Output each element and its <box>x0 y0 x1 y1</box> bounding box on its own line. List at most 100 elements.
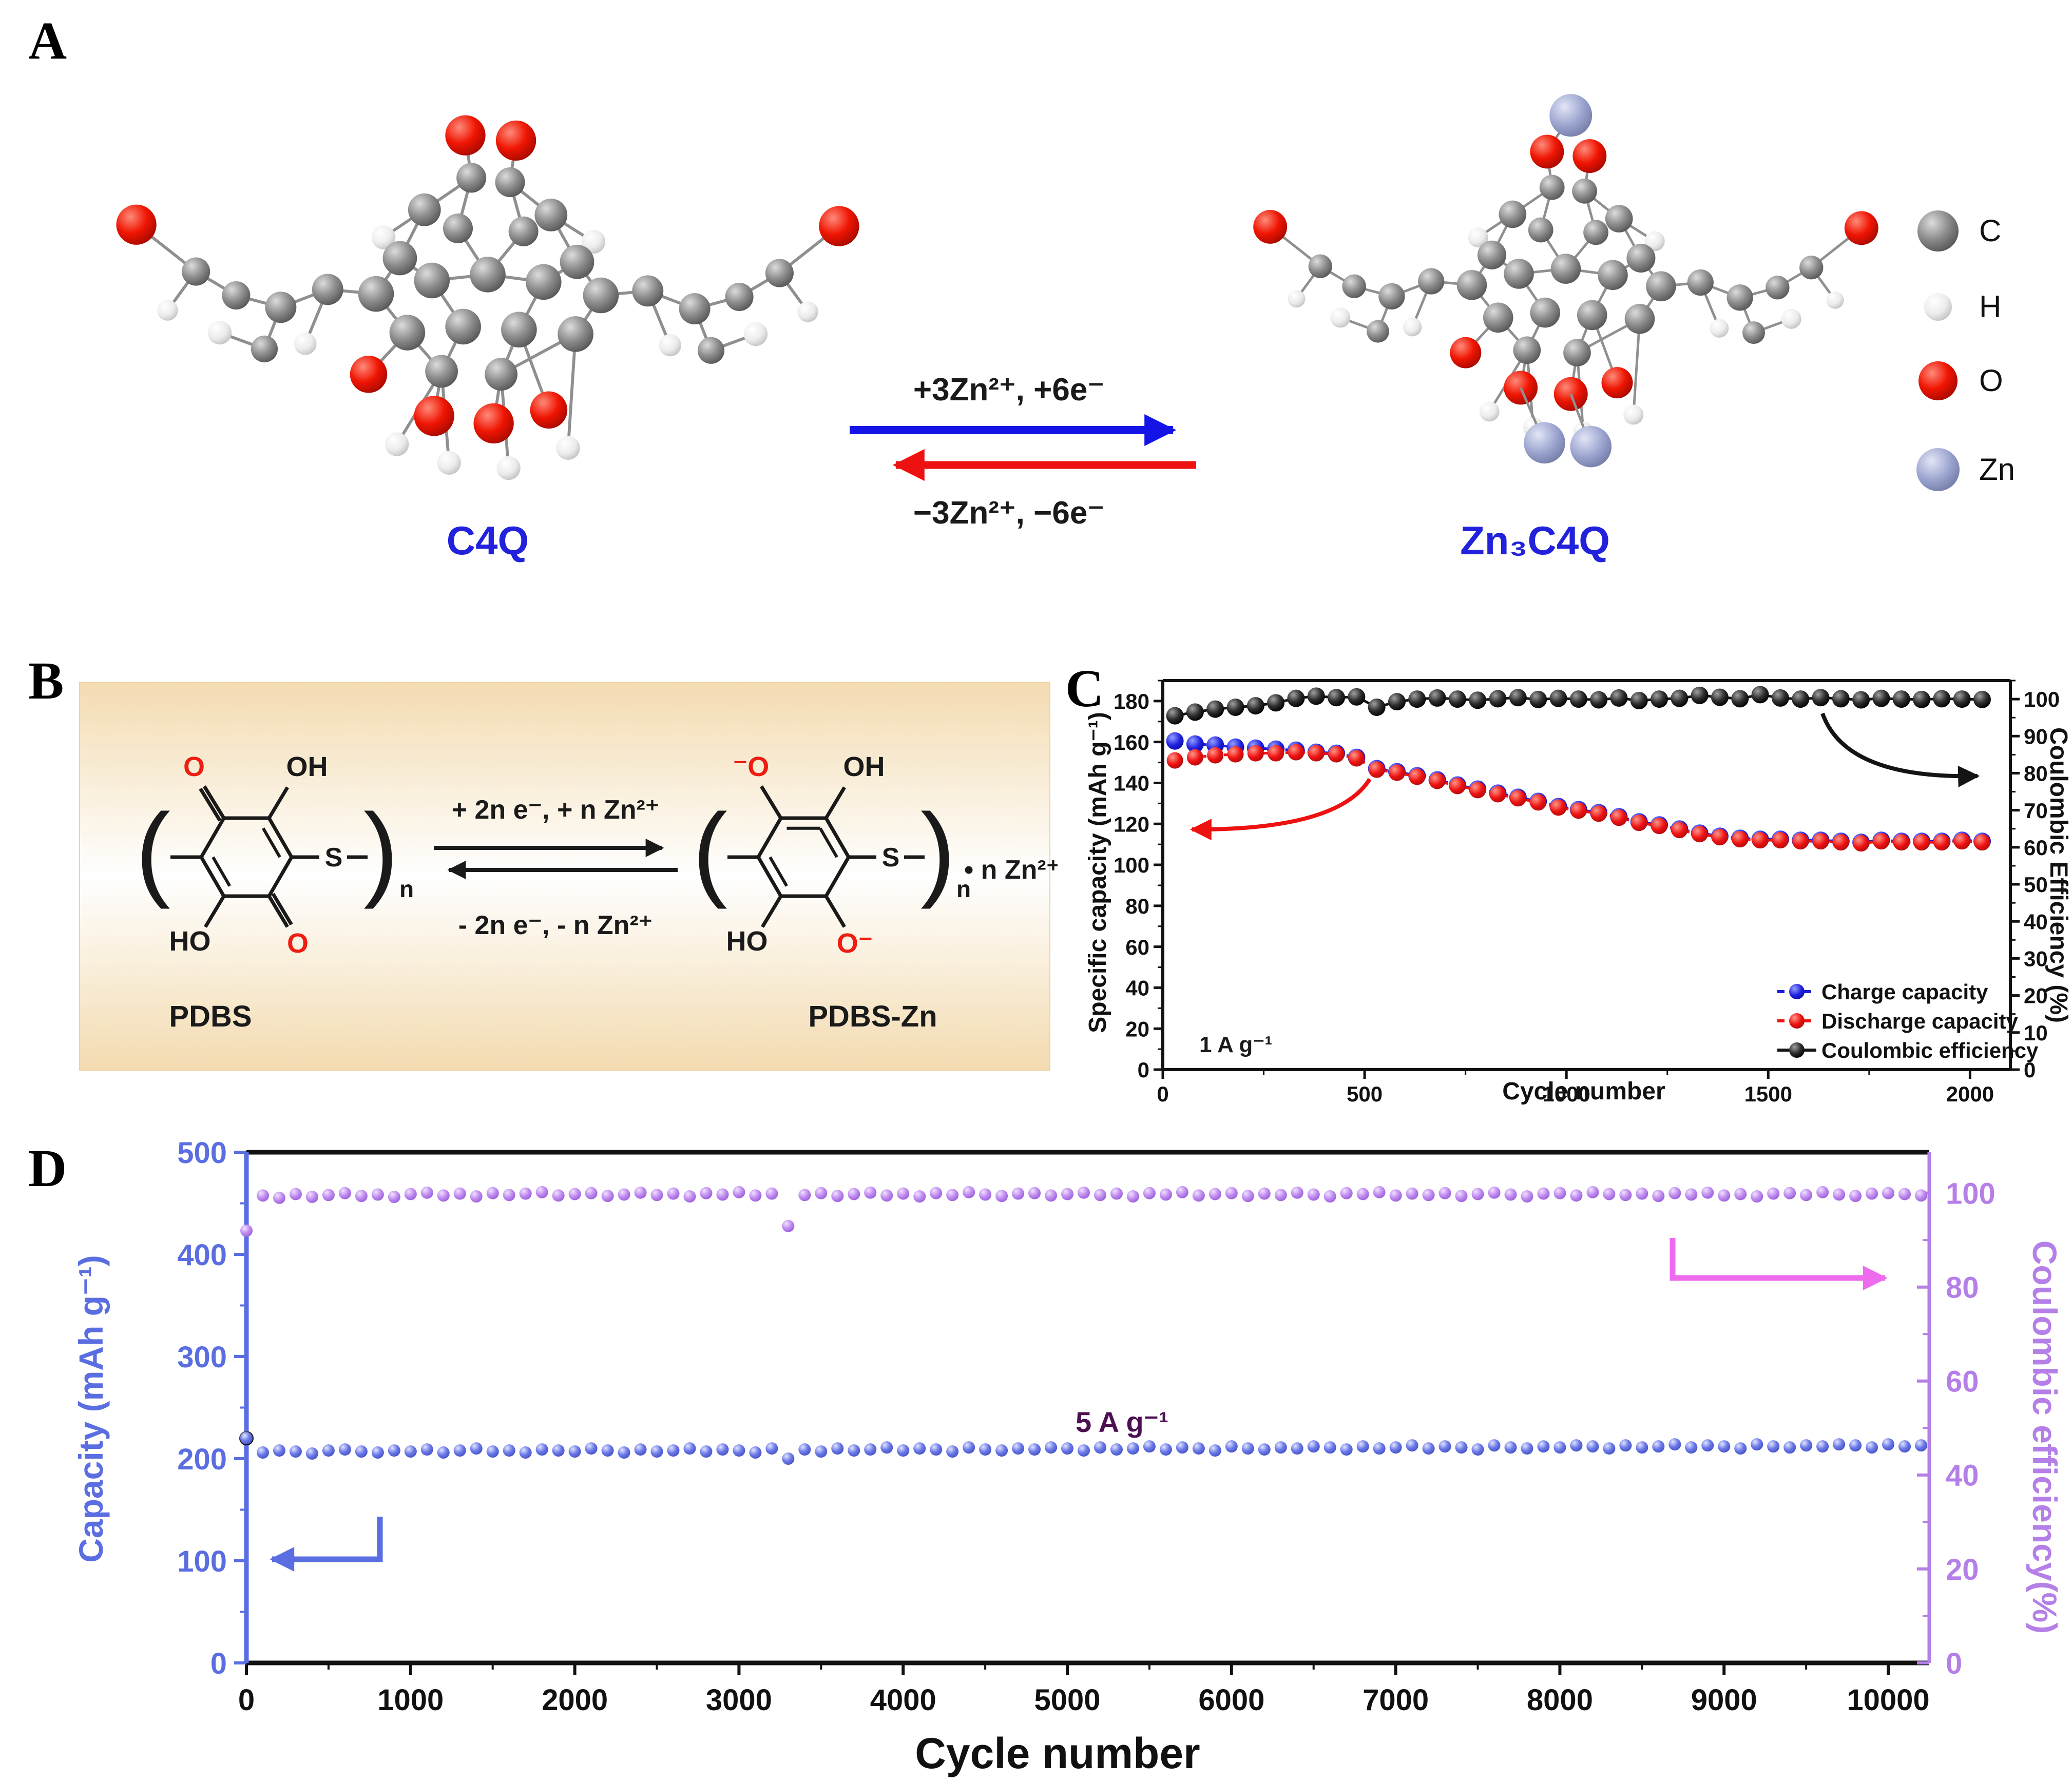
c-atom <box>1483 302 1513 333</box>
y-right-tick-label: 100 <box>1946 1177 1996 1211</box>
bracket-close: ) <box>363 792 398 909</box>
c-atom <box>534 199 568 231</box>
structure-atom-label: O⁻ <box>837 928 873 959</box>
y-right-tick-label: 80 <box>2024 762 2048 786</box>
structure-atom-label: n <box>956 876 971 902</box>
structure-atom-label: ⁻O <box>733 751 770 782</box>
h-atom <box>385 432 409 456</box>
panel-d-series-coulombic-efficiency <box>240 1186 1928 1237</box>
h-legend-icon <box>1924 293 1952 321</box>
efficiency-axis-arrow-d <box>1670 1238 1888 1290</box>
c-atom <box>725 282 754 311</box>
y-right-tick-label: 100 <box>2024 687 2060 711</box>
c-atom <box>1418 268 1445 295</box>
c-atom <box>1513 336 1541 364</box>
atom-legend-item-o: O <box>1918 361 2003 400</box>
c-atom <box>182 257 210 286</box>
structure-atom-label: O <box>183 751 205 782</box>
zn-atom <box>1524 422 1565 464</box>
panel-c-series-coulombic-efficiency <box>1166 686 1991 725</box>
structure-atom-label: OH <box>843 751 885 782</box>
c-atom <box>408 193 441 226</box>
c-atom <box>1577 300 1607 331</box>
x-tick-label: 1000 <box>1542 1082 1590 1106</box>
h-atom <box>157 300 178 321</box>
c-atom <box>265 292 297 323</box>
structure-atom-label: OH <box>286 751 328 782</box>
y-right-tick-label: 40 <box>2024 909 2048 934</box>
h-atom <box>659 334 681 357</box>
h-atom <box>743 322 768 346</box>
y-left-tick-label: 60 <box>1125 935 1149 959</box>
h-atom <box>371 225 396 249</box>
x-tick-label: 6000 <box>1198 1683 1264 1717</box>
h-atom <box>1644 231 1665 251</box>
h-atom <box>1781 308 1801 329</box>
y-right-tick-label: 10 <box>2024 1021 2048 1045</box>
y-left-tick-label: 80 <box>1125 894 1149 918</box>
o-atom <box>116 204 157 245</box>
c-legend-icon <box>1917 210 1959 251</box>
c-atom <box>1539 175 1565 200</box>
legend-item: Charge capacity <box>1777 980 1988 1004</box>
c-atom <box>456 163 487 193</box>
y-left-tick-label: 0 <box>210 1647 227 1680</box>
c-atom <box>443 214 473 243</box>
bracket-open: ( <box>693 792 727 909</box>
x-tick-label: 1000 <box>377 1683 444 1717</box>
x-tick-label: 8000 <box>1527 1683 1593 1717</box>
atom-legend-label: H <box>1979 289 2001 324</box>
c-atom <box>501 312 537 347</box>
y-left-tick-label: 200 <box>177 1443 227 1476</box>
panel-c-chart-canvas: 0 500 1000 1500 2000020406080100120140160180… <box>1084 679 2072 1106</box>
pdbs-zn-label: PDBS-Zn <box>808 1000 937 1033</box>
panel-d-right-axis: 0 20 40 60 80 100 <box>1917 1177 1996 1680</box>
o-atom <box>1601 367 1633 399</box>
x-tick-label: 10000 <box>1847 1683 1929 1717</box>
capacity-axis-arrow <box>1190 778 1372 841</box>
panel-d-ylabel-left: Capacity (mAh g⁻¹) <box>72 1255 110 1563</box>
c4q-label: C4Q <box>447 518 529 563</box>
c-atom <box>1563 339 1591 366</box>
zn-atom <box>1570 425 1612 468</box>
c-atom <box>679 293 711 325</box>
panel-a-canvas: +3Zn²⁺, +6e⁻ −3Zn²⁺, −6e⁻ C4Q Zn₃C4Q C H O… <box>116 94 2015 563</box>
legend-item: Coulombic efficiency <box>1777 1038 2039 1062</box>
x-tick-label: 2000 <box>542 1683 608 1717</box>
o-atom <box>530 391 568 429</box>
y-left-tick-label: 140 <box>1114 771 1149 796</box>
c-atom <box>222 281 251 310</box>
c-atom <box>1308 254 1332 278</box>
c-atom <box>765 259 794 287</box>
c-atom <box>1598 260 1628 290</box>
atom-legend-item-h: H <box>1924 289 2001 324</box>
h-atom <box>437 451 461 475</box>
h-atom <box>797 301 818 322</box>
atom-legend-item-c: C <box>1917 210 2001 251</box>
y-right-tick-label: 80 <box>1946 1271 1979 1305</box>
x-tick-label: 0 <box>238 1683 255 1717</box>
h-atom <box>1288 290 1306 308</box>
c-atom <box>525 264 562 300</box>
c-atom <box>583 277 619 314</box>
c-atom <box>1504 259 1534 289</box>
c-atom <box>1605 205 1633 233</box>
panel-b-reverse-label: - 2n e⁻, - n Zn²⁺ <box>458 911 653 940</box>
panel-c-annotation: 1 A g⁻¹ <box>1199 1032 1272 1057</box>
y-left-tick-label: 180 <box>1114 689 1149 713</box>
y-left-tick-label: 20 <box>1125 1017 1149 1041</box>
h-atom <box>496 456 521 480</box>
panel-c-legend: Charge capacity Discharge capacity Coulomb… <box>1777 980 2039 1062</box>
y-right-tick-label: 50 <box>2024 873 2048 897</box>
legend-label: Coulombic efficiency <box>1821 1038 2039 1062</box>
o-legend-icon <box>1918 361 1958 400</box>
capacity-axis-arrow-d <box>270 1517 383 1572</box>
c-atom <box>1626 243 1656 273</box>
bracket-close: ) <box>920 792 955 909</box>
pdbs-label: PDBS <box>169 1000 252 1033</box>
h-atom <box>581 229 606 254</box>
o-atom <box>1844 211 1878 245</box>
o-atom <box>445 115 486 156</box>
